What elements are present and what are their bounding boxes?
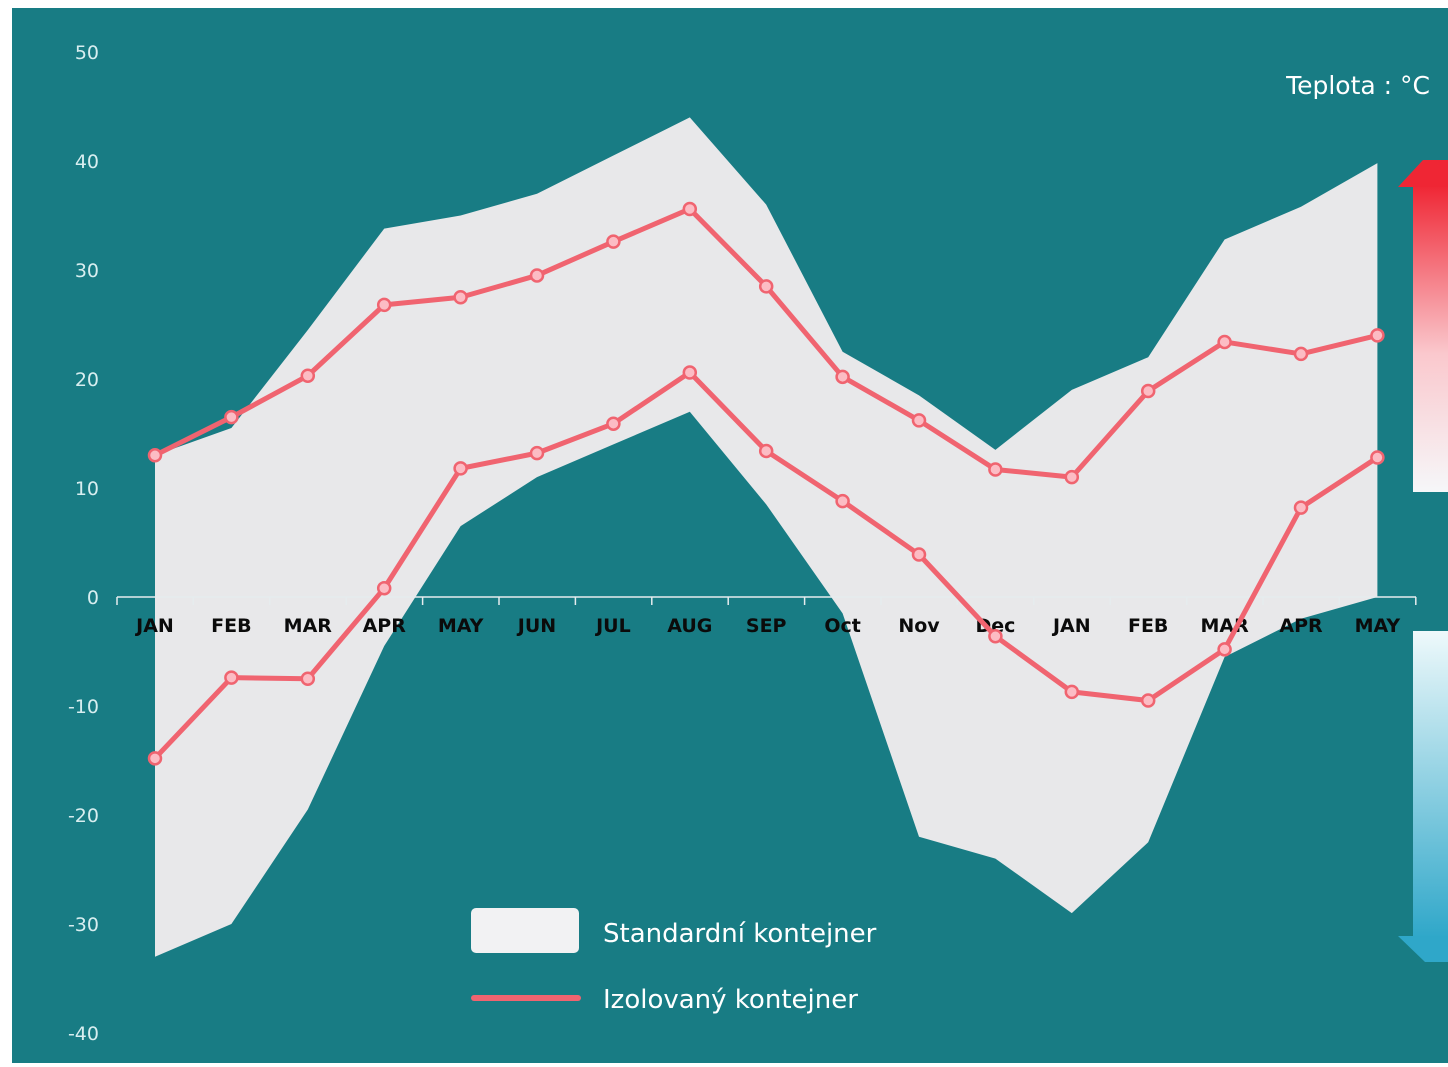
insulated-lower-point — [147, 751, 163, 766]
y-tick-label: 20 — [75, 369, 99, 391]
legend-swatch-standard — [471, 908, 579, 953]
insulated-lower-point — [1217, 642, 1232, 657]
axis-layer: 50 40 30 20 10 0 -10 -20 -30 -40 JAN FEB MAR APR MAY JU… — [68, 42, 1417, 1045]
insulated-lower-point — [1293, 500, 1309, 515]
y-tick-label: -40 — [68, 1023, 99, 1045]
x-tick-label: JAN — [134, 615, 174, 637]
insulated-upper-point — [453, 290, 468, 305]
insulated-upper-point — [1140, 383, 1156, 399]
insulated-lower-point — [529, 445, 545, 461]
insulated-lower-point — [835, 493, 850, 509]
x-tick-label: MAR — [284, 615, 333, 637]
insulated-upper-point — [147, 448, 163, 463]
insulated-lower-point — [376, 581, 392, 596]
insulated-lower-point — [1370, 450, 1385, 465]
insulated-upper-point — [835, 369, 850, 385]
x-tick-label: APR — [363, 615, 407, 637]
y-tick-label: 50 — [75, 42, 99, 64]
legend: Standardní kontejner Izolovaný kontejner — [471, 908, 877, 1015]
insulated-lower-point — [1064, 684, 1080, 700]
x-tick-label: MAY — [1355, 615, 1401, 637]
y-tick-label: -20 — [68, 805, 99, 827]
cold-arrow-icon — [1398, 631, 1448, 962]
insulated-upper-point — [376, 297, 392, 313]
band-layer — [155, 117, 1378, 957]
insulated-lower-point — [1140, 693, 1156, 708]
insulated-upper-point — [1370, 328, 1385, 343]
y-tick-label: -30 — [68, 914, 99, 936]
y-tick-label: 40 — [75, 151, 99, 173]
insulated-lower-point — [453, 461, 468, 476]
insulated-lower-point — [988, 628, 1003, 644]
x-tick-label: JUN — [516, 615, 556, 637]
legend-label-standard: Standardní kontejner — [603, 919, 877, 949]
hot-arrow-icon — [1398, 160, 1448, 492]
insulated-lower-point — [682, 365, 698, 380]
y-tick-label: 30 — [75, 260, 99, 282]
x-tick-label: AUG — [667, 615, 712, 637]
x-tick-label: JUL — [594, 615, 631, 637]
y-tick-label: -10 — [68, 696, 99, 718]
x-tick-label: MAY — [438, 615, 484, 637]
y-tick-label: 10 — [75, 478, 99, 500]
insulated-lower-point — [758, 443, 774, 459]
insulated-upper-point — [1293, 346, 1309, 362]
unit-label: Teplota : °C — [1285, 71, 1430, 100]
x-tick-label: FEB — [211, 615, 251, 637]
x-tick-label: Dec — [975, 615, 1015, 637]
legend-label-insulated: Izolovaný kontejner — [603, 985, 858, 1015]
insulated-upper-point — [1217, 334, 1232, 350]
insulated-upper-point — [300, 368, 316, 383]
line-layer — [147, 201, 1385, 766]
insulated-upper-point — [682, 201, 698, 217]
x-tick-label: FEB — [1128, 615, 1168, 637]
insulated-upper-point — [988, 462, 1003, 477]
insulated-lower-point — [224, 670, 239, 685]
insulated-upper-point — [911, 413, 927, 428]
insulated-upper-point — [606, 234, 621, 249]
x-tick-label: Nov — [898, 615, 940, 637]
y-tick-label: 0 — [87, 587, 99, 609]
insulated-upper-point — [1064, 469, 1080, 485]
standard-container-band — [155, 117, 1378, 957]
insulated-upper-point — [529, 268, 545, 283]
insulated-lower-point — [300, 671, 316, 686]
insulated-lower-point — [911, 547, 927, 562]
insulated-upper-point — [758, 279, 774, 294]
insulated-upper-point — [224, 409, 239, 425]
x-tick-label: SEP — [746, 615, 787, 637]
x-tick-label: Oct — [824, 615, 861, 637]
x-tick-label: JAN — [1051, 615, 1091, 637]
insulated-lower-point — [606, 416, 621, 431]
x-tick-label: APR — [1279, 615, 1323, 637]
